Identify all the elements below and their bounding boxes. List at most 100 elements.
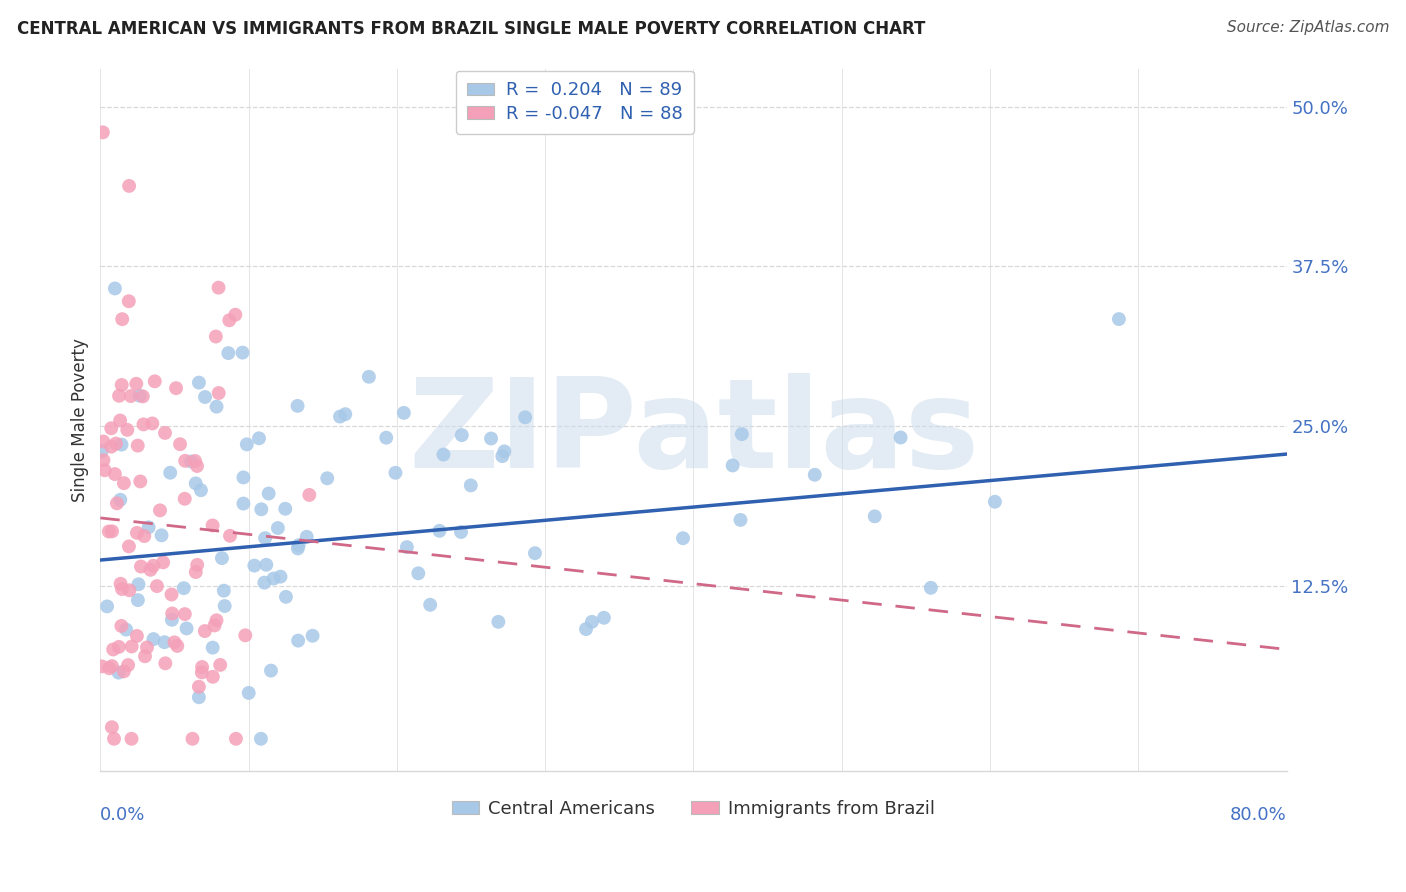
Point bbox=[187, 680, 209, 694]
Point bbox=[335, 407, 357, 421]
Point bbox=[155, 657, 177, 671]
Point bbox=[115, 623, 138, 637]
Point bbox=[121, 640, 143, 654]
Point bbox=[127, 593, 149, 607]
Point bbox=[108, 389, 131, 403]
Point bbox=[187, 690, 209, 705]
Point bbox=[91, 125, 114, 139]
Point bbox=[118, 540, 141, 554]
Point bbox=[408, 566, 430, 581]
Point bbox=[460, 478, 482, 492]
Point bbox=[247, 431, 270, 445]
Point bbox=[142, 558, 165, 573]
Point bbox=[142, 632, 165, 646]
Point bbox=[207, 280, 229, 294]
Point bbox=[274, 501, 297, 516]
Point bbox=[301, 629, 323, 643]
Point bbox=[232, 470, 254, 484]
Point bbox=[160, 613, 183, 627]
Point bbox=[134, 529, 156, 543]
Point bbox=[201, 640, 224, 655]
Point bbox=[225, 731, 247, 746]
Point bbox=[103, 731, 125, 746]
Point bbox=[120, 389, 142, 403]
Point bbox=[97, 524, 120, 539]
Point bbox=[112, 665, 135, 679]
Point bbox=[920, 581, 942, 595]
Point bbox=[143, 374, 166, 388]
Point bbox=[103, 642, 125, 657]
Point bbox=[803, 467, 825, 482]
Point bbox=[250, 731, 273, 746]
Point bbox=[254, 558, 277, 572]
Point bbox=[166, 639, 188, 653]
Point bbox=[721, 458, 744, 473]
Text: CENTRAL AMERICAN VS IMMIGRANTS FROM BRAZIL SINGLE MALE POVERTY CORRELATION CHART: CENTRAL AMERICAN VS IMMIGRANTS FROM BRAZ… bbox=[17, 20, 925, 37]
Point bbox=[419, 598, 441, 612]
Point bbox=[184, 476, 207, 491]
Point bbox=[513, 410, 536, 425]
Text: Source: ZipAtlas.com: Source: ZipAtlas.com bbox=[1226, 20, 1389, 35]
Point bbox=[205, 613, 228, 627]
Point bbox=[159, 466, 181, 480]
Point bbox=[257, 486, 280, 500]
Point bbox=[173, 491, 195, 506]
Point bbox=[479, 432, 502, 446]
Point bbox=[190, 483, 212, 498]
Point bbox=[104, 467, 127, 481]
Point bbox=[450, 524, 472, 539]
Point bbox=[269, 569, 291, 583]
Point bbox=[152, 555, 174, 569]
Point bbox=[218, 313, 240, 327]
Point bbox=[375, 431, 398, 445]
Point bbox=[160, 607, 183, 621]
Point bbox=[232, 497, 254, 511]
Point bbox=[204, 618, 226, 632]
Point bbox=[112, 476, 135, 491]
Point bbox=[287, 541, 309, 556]
Point bbox=[672, 531, 695, 545]
Point bbox=[253, 575, 276, 590]
Point bbox=[392, 406, 415, 420]
Point bbox=[429, 524, 451, 538]
Point bbox=[384, 466, 406, 480]
Point bbox=[575, 622, 598, 636]
Point bbox=[194, 624, 217, 638]
Point bbox=[219, 529, 242, 543]
Point bbox=[100, 421, 122, 435]
Point bbox=[125, 376, 148, 391]
Point bbox=[149, 503, 172, 517]
Point bbox=[104, 436, 127, 450]
Point bbox=[205, 329, 228, 343]
Point bbox=[298, 488, 321, 502]
Point bbox=[224, 308, 246, 322]
Point bbox=[134, 649, 156, 664]
Point bbox=[108, 413, 131, 427]
Point bbox=[141, 417, 163, 431]
Point bbox=[111, 582, 134, 596]
Point bbox=[127, 439, 149, 453]
Point bbox=[176, 621, 198, 635]
Point bbox=[494, 444, 516, 458]
Point bbox=[111, 312, 134, 326]
Point bbox=[186, 458, 208, 473]
Point bbox=[132, 417, 155, 432]
Point bbox=[205, 400, 228, 414]
Point bbox=[450, 428, 472, 442]
Point bbox=[243, 558, 266, 573]
Point bbox=[100, 440, 122, 454]
Point bbox=[136, 640, 159, 655]
Point bbox=[90, 444, 112, 458]
Point bbox=[201, 670, 224, 684]
Point bbox=[250, 502, 273, 516]
Point bbox=[329, 409, 352, 424]
Point bbox=[890, 430, 912, 444]
Y-axis label: Single Male Poverty: Single Male Poverty bbox=[72, 338, 89, 501]
Point bbox=[211, 551, 233, 566]
Point bbox=[105, 496, 128, 510]
Point bbox=[486, 615, 509, 629]
Point bbox=[96, 599, 118, 614]
Point bbox=[217, 346, 239, 360]
Point bbox=[491, 449, 513, 463]
Point bbox=[139, 563, 162, 577]
